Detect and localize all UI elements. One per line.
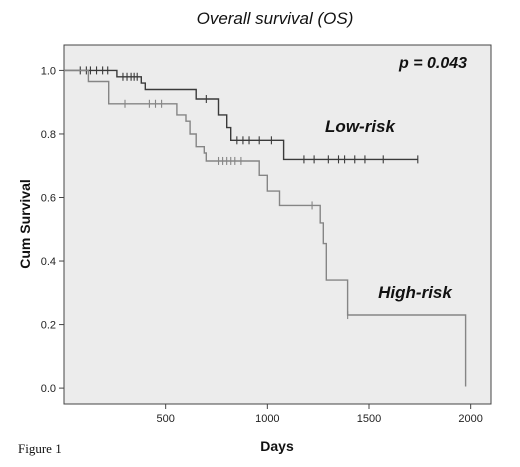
- p-value-annotation: p = 0.043: [398, 55, 467, 72]
- axis-layer: 500 1000 1500 2000 0.0 0.2 0.4 0.6 0.8 1.0: [41, 65, 483, 425]
- x-tick-label: 500: [156, 413, 174, 425]
- chart-title: Overall survival (OS): [197, 9, 354, 28]
- x-tick-label: 1000: [255, 413, 279, 425]
- y-tick-label: 0.2: [41, 320, 56, 332]
- series-layer: [64, 66, 467, 387]
- y-tick-label: 0.8: [41, 129, 56, 141]
- figure-caption: Figure 1: [18, 441, 62, 456]
- x-axis-label: Days: [260, 438, 294, 454]
- series-label-low-risk: Low-risk: [325, 117, 396, 136]
- y-tick-label: 0.4: [41, 256, 56, 268]
- series-label-high-risk: High-risk: [378, 283, 453, 302]
- x-tick-label: 1500: [357, 413, 381, 425]
- survival-curve-low-risk: [64, 69, 418, 161]
- y-tick-label: 0.0: [41, 383, 56, 395]
- y-tick-label: 0.6: [41, 192, 56, 204]
- y-tick-label: 1.0: [41, 65, 56, 77]
- x-tick-label: 2000: [458, 413, 482, 425]
- survival-curve-high-risk: [64, 69, 467, 387]
- plot-area: [63, 44, 492, 405]
- y-axis-label: Cum Survival: [17, 179, 33, 268]
